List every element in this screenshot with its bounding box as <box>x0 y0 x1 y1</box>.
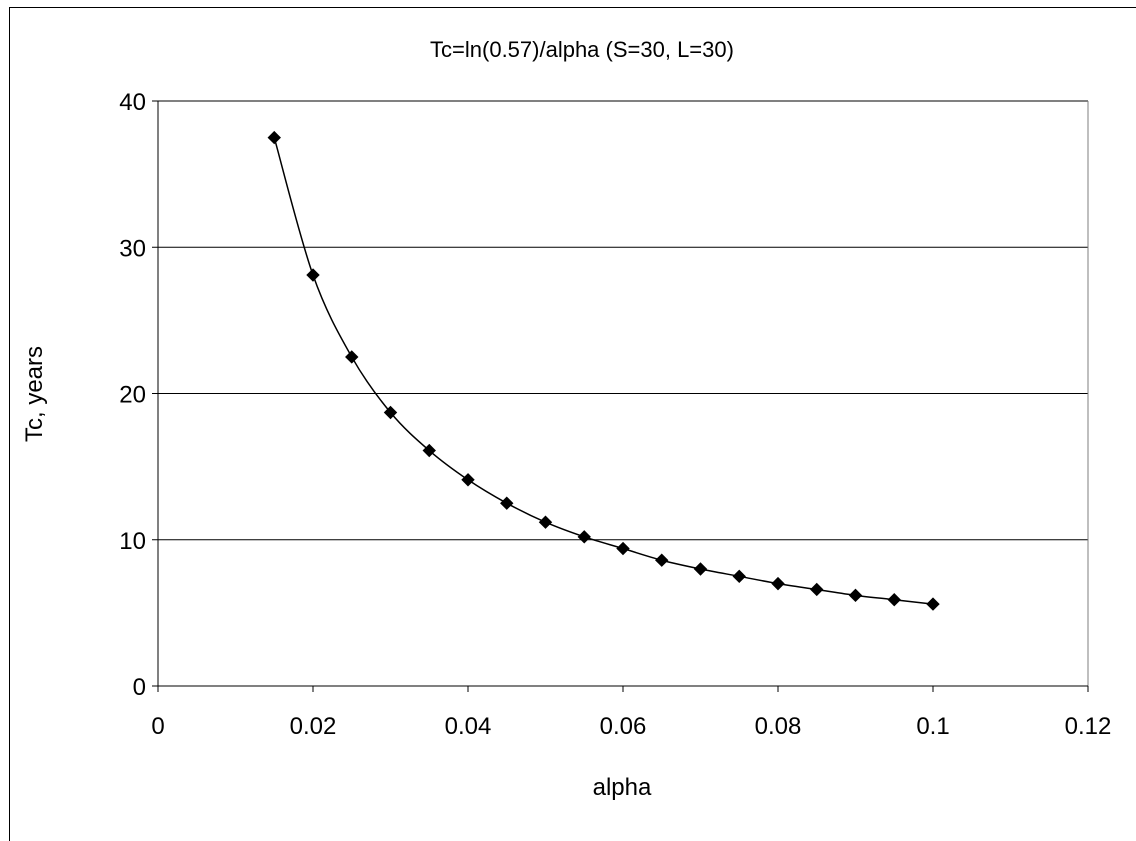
tick-labels: 0 10 20 30 40 0 0.02 0.04 0.06 0.08 0.1 0.12 <box>119 89 1111 740</box>
y-axis-title: Tc, years <box>21 346 48 442</box>
data-point-marker <box>887 593 901 607</box>
data-point-marker <box>693 562 708 576</box>
series-line <box>273 137 934 605</box>
data-point-marker <box>538 515 553 529</box>
data-point-marker <box>848 588 863 603</box>
data-series <box>267 130 940 611</box>
data-point-marker <box>345 350 359 364</box>
data-point-marker <box>577 530 591 544</box>
y-tick-label: 10 <box>119 528 146 555</box>
data-point-marker <box>267 130 281 145</box>
data-point-marker <box>500 496 514 510</box>
data-point-marker <box>422 443 436 458</box>
data-point-marker <box>383 405 398 420</box>
data-point-marker <box>655 553 669 567</box>
y-tick-label: 20 <box>119 382 146 409</box>
x-tick-label: 0.12 <box>1065 713 1112 740</box>
x-axis-title: alpha <box>593 774 652 801</box>
data-point-marker <box>810 582 824 597</box>
data-point-marker <box>926 597 940 611</box>
chart-title: Tc=ln(0.57)/alpha (S=30, L=30) <box>430 37 734 62</box>
data-point-marker <box>616 541 630 556</box>
y-tick-label: 40 <box>119 89 146 116</box>
y-tick-label: 30 <box>119 235 146 262</box>
grid-lines <box>158 100 1088 541</box>
data-point-marker <box>306 268 320 282</box>
x-tick-label: 0.06 <box>600 713 647 740</box>
x-tick-label: 0.1 <box>916 713 949 740</box>
x-tick-label: 0.04 <box>445 713 492 740</box>
axes <box>152 100 1089 692</box>
data-point-marker <box>732 569 746 584</box>
x-tick-label: 0 <box>151 713 164 740</box>
chart-frame <box>9 7 1136 841</box>
x-tick-label: 0.08 <box>755 713 802 740</box>
data-point-marker <box>771 576 785 591</box>
x-tick-label: 0.02 <box>290 713 337 740</box>
y-tick-label: 0 <box>133 674 146 701</box>
data-point-marker <box>461 473 475 487</box>
